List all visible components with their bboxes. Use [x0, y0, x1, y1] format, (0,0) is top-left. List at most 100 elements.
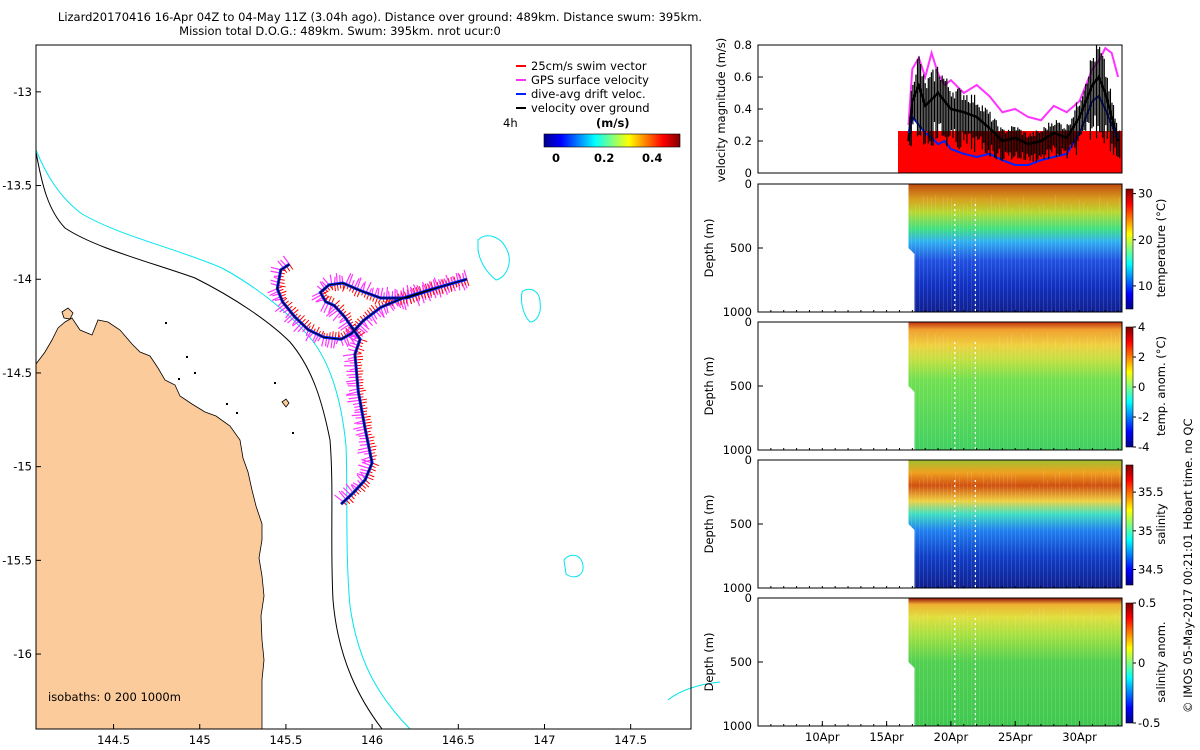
colorbar-tick-label: 30: [1138, 187, 1153, 201]
footer-credit: © IMOS 05-May-2017 00:21:01 Hobart time.…: [1181, 419, 1195, 714]
gps-velocity-vector: [321, 337, 325, 347]
colorbar-tick-label: 4: [1138, 320, 1145, 334]
colorbar-tick-label: -0.5: [1138, 716, 1160, 730]
reef-outline: [521, 288, 541, 323]
colorbar-axis-label: salinity: [1154, 503, 1168, 544]
gps-velocity-vector: [343, 337, 349, 347]
gps-velocity-vector: [365, 318, 373, 326]
gps-velocity-vector: [344, 359, 356, 363]
gps-velocity-vector: [348, 396, 360, 400]
gps-velocity-vector: [351, 414, 363, 417]
date-tick-label: 15Apr: [869, 730, 904, 744]
map-x-tick-label: 146: [361, 733, 383, 747]
gps-velocity-vector: [269, 290, 279, 297]
colorbar-axis-label: salinity anom.: [1154, 621, 1168, 702]
colorbar-tick-label: 2: [1138, 350, 1145, 364]
colorbar-tick-label: -4: [1138, 440, 1149, 454]
gps-velocity-vector: [345, 379, 358, 383]
velocity-y-tick-label: 0.2: [734, 134, 752, 148]
gps-velocity-vector: [357, 446, 370, 451]
gps-velocity-vector: [370, 314, 378, 325]
map-y-tick-label: -16: [13, 647, 32, 661]
gps-velocity-vector: [340, 323, 351, 331]
velocity-y-tick-label: 0.6: [734, 70, 752, 84]
depth-tick-label: 1000: [723, 581, 752, 595]
gps-velocity-vector: [325, 307, 337, 317]
gps-velocity-vector: [328, 309, 339, 318]
gps-velocity-vector: [345, 336, 351, 346]
gps-velocity-vector: [348, 336, 360, 343]
depth-axis-label: Depth (m): [702, 633, 716, 692]
gps-velocity-vector: [267, 288, 278, 294]
section-field: [908, 184, 1122, 312]
depth-tick-label: 500: [730, 241, 752, 255]
gps-velocity-vector: [355, 431, 367, 436]
depth-tick-label: 0: [745, 315, 752, 329]
gps-velocity-vector: [359, 324, 368, 333]
colorbar-tick-label: 0: [1138, 656, 1145, 670]
gps-velocity-vector: [354, 419, 364, 425]
map-x-tick-label: 144.5: [97, 733, 130, 747]
section-field: [908, 460, 1122, 588]
date-tick-label: 30Apr: [1062, 730, 1097, 744]
map-x-tick-label: 145.5: [269, 733, 302, 747]
isobath-1000m: [35, 149, 411, 730]
gps-velocity-vector: [287, 316, 295, 324]
map-panel: 144.5 145 145.5 146 146.5 147 147.5 -13-13.5-1…: [2, 44, 721, 747]
section-field: [908, 322, 1122, 450]
shoals: [165, 322, 294, 434]
colorbar-tick-2: 0.4: [642, 151, 662, 165]
gps-velocity-vector: [323, 302, 329, 314]
gps-velocity-vector: [326, 337, 331, 348]
colorbar-tick-label: 0: [1138, 380, 1145, 394]
gps-velocity-vector: [311, 294, 322, 301]
gps-velocity-vector: [270, 270, 281, 274]
gps-velocity-vector: [338, 490, 347, 501]
colorbar-axis-label: temperature (°C): [1154, 199, 1168, 298]
gps-velocity-vector: [332, 338, 336, 349]
gps-velocity-vector: [445, 274, 451, 285]
velocity-series: [907, 44, 1121, 166]
map-x-ticks: 144.5 145 145.5 146 146.5 147 147.5: [97, 724, 647, 747]
section-panels: 0 500 1000 Depth (m) 30 2 0 10 temperature (°C) 0…: [702, 177, 1168, 744]
map-y-tick-label: -13.5: [2, 179, 32, 193]
gps-velocity-vector: [356, 474, 364, 483]
date-tick-label: 25Apr: [998, 730, 1033, 744]
gps-velocity-vector: [305, 330, 312, 342]
depth-axis-label: Depth (m): [702, 495, 716, 554]
velocity-over-ground-track: [276, 263, 468, 505]
depth-axis-label: Depth (m): [702, 357, 716, 416]
depth-tick-label: 0: [745, 177, 752, 191]
depth-tick-label: 500: [730, 379, 752, 393]
gps-velocity-vector: [277, 260, 285, 269]
map-x-tick-label: 147: [534, 733, 556, 747]
depth-tick-label: 1000: [723, 443, 752, 457]
velocity-panel: 0 0.2 0.4 0.6 0.8 velocity magnitude (m/s): [714, 38, 1123, 182]
islet: [281, 398, 290, 408]
gps-velocity-vector: [380, 287, 384, 299]
speed-colorbar: [543, 133, 681, 148]
gps-velocity-vector: [345, 483, 354, 494]
gps-velocity-vector: [322, 277, 330, 286]
swim-velocity-vector: [288, 263, 294, 270]
gps-velocity-vector: [362, 281, 366, 292]
legend-drift: dive-avg drift veloc.: [531, 87, 646, 101]
gps-velocity-vector: [332, 311, 341, 322]
gps-velocity-vector: [463, 269, 468, 280]
swim-velocity-vector: [466, 279, 470, 287]
section-panel-temp-anom: 0 500 1000 Depth (m) 4 2 0 -2 -4 temp. anom. (°C): [702, 315, 1168, 457]
map-y-ticks: -13 -13.5 -14 -14.5 -15 -15.5 -16: [2, 85, 41, 661]
section-colorbar: [1125, 326, 1134, 448]
colorbar-time-label: 4h: [503, 116, 518, 130]
colorbar-tick-label: 10: [1138, 279, 1153, 293]
section-panel-salinity-anom: 0 500 1000 Depth (m) 0.5 0 -0.5 salinity anom. 1…: [702, 591, 1168, 744]
date-tick-label: 20Apr: [934, 730, 969, 744]
gps-velocity-vector: [293, 322, 302, 333]
depth-tick-label: 500: [730, 655, 752, 669]
gps-velocity-vector: [356, 472, 367, 478]
velocity-y-ticks: 0 0.2 0.4 0.6 0.8: [734, 38, 763, 180]
map-frame: [35, 44, 692, 730]
colorbar-tick-label: 35.5: [1138, 485, 1164, 499]
gps-velocity-vector: [282, 255, 290, 265]
